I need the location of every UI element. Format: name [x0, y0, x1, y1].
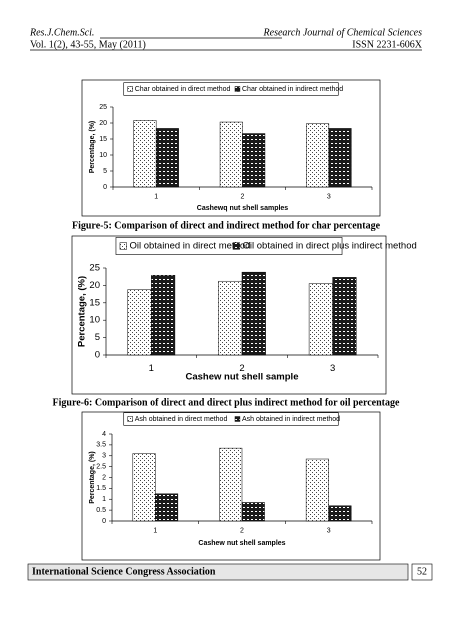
y-tick-label: 15 [89, 297, 100, 308]
x-tick-label: 2 [240, 528, 244, 535]
bar [332, 277, 357, 356]
journal-name: Research Journal of Chemical Sciences [263, 27, 423, 38]
x-axis-label: Cashewq nut shell samples [197, 205, 289, 212]
legend-swatch [127, 416, 133, 422]
bar [133, 120, 157, 188]
bar [219, 121, 243, 188]
y-tick-label: 4 [102, 431, 106, 438]
bar [328, 128, 352, 188]
legend-swatch [234, 86, 241, 92]
page-number: 52 [417, 566, 427, 577]
journal-short: Res.J.Chem.Sci. [29, 27, 94, 38]
page-number-box [411, 563, 433, 581]
legend-swatch [119, 242, 127, 250]
bar [241, 271, 266, 356]
x-axis-label: Cashew nut shell sample [186, 372, 299, 383]
y-axis-label: Percentage, (%) [89, 121, 96, 174]
legend-box [123, 82, 339, 96]
y-tick-label: 20 [99, 120, 107, 127]
bar [151, 275, 176, 356]
legend-box [123, 412, 339, 426]
legend-box [115, 237, 343, 255]
figure-caption: Figure-6: Comparison of direct and direc… [53, 397, 400, 408]
bar [132, 453, 156, 522]
footer-association: International Science Congress Associati… [32, 566, 216, 577]
volume: Vol. 1(2), 43-55, May (2011) [30, 39, 146, 50]
bar [306, 123, 330, 188]
x-axis-label: Cashew nut shell samples [198, 540, 285, 547]
x-tick-label: 2 [241, 194, 245, 201]
legend-label: Ash obtained in direct method [135, 416, 228, 423]
y-tick-label: 10 [89, 315, 100, 326]
bar [241, 502, 265, 522]
legend-label: Char obtained in direct method [135, 86, 231, 93]
y-tick-label: 3.5 [96, 442, 106, 449]
footer-bar [27, 563, 409, 581]
y-tick-label: 0 [95, 350, 100, 361]
bar [218, 280, 243, 356]
legend-label: Char obtained in indirect method [242, 86, 343, 93]
bar [242, 133, 266, 188]
y-tick-label: 25 [89, 263, 100, 274]
bar [127, 289, 152, 356]
x-tick-label: 3 [327, 194, 331, 201]
y-tick-label: 20 [89, 280, 100, 291]
y-tick-label: 3 [102, 453, 106, 460]
x-tick-label: 2 [239, 363, 244, 374]
y-tick-label: 1.5 [96, 485, 106, 492]
legend-label: Oil obtained in direct plus indirect met… [243, 241, 417, 252]
legend-label: Oil obtained in direct method [129, 241, 250, 252]
figure-caption: Figure-5: Comparison of direct and indir… [72, 220, 381, 231]
bar [308, 283, 333, 356]
y-tick-label: 15 [99, 136, 107, 143]
y-tick-label: 5 [95, 332, 100, 343]
x-tick-label: 3 [330, 363, 335, 374]
legend-label: Ash obtained in indirect method [242, 416, 340, 423]
x-tick-label: 1 [149, 363, 154, 374]
y-tick-label: 1 [102, 496, 106, 503]
y-axis-label: Percentage, (%) [89, 451, 96, 504]
y-tick-label: 5 [103, 168, 107, 175]
bar [305, 458, 329, 522]
y-tick-label: 0.5 [96, 507, 106, 514]
y-axis-label: Percentage, (%) [77, 276, 88, 347]
x-tick-label: 1 [154, 194, 158, 201]
x-tick-label: 1 [153, 528, 157, 535]
x-tick-label: 3 [327, 528, 331, 535]
legend-swatch [234, 416, 241, 422]
bar [155, 128, 179, 188]
y-tick-label: 0 [102, 518, 106, 525]
bar [219, 447, 243, 522]
y-tick-label: 10 [99, 152, 107, 159]
issn: ISSN 2231-606X [352, 39, 423, 50]
y-tick-label: 0 [103, 184, 107, 191]
bar [155, 493, 179, 522]
y-tick-label: 2.5 [96, 463, 106, 470]
legend-swatch [232, 242, 240, 250]
bar [328, 505, 352, 522]
y-tick-label: 25 [99, 104, 107, 111]
y-tick-label: 2 [102, 474, 106, 481]
legend-swatch [127, 86, 133, 92]
